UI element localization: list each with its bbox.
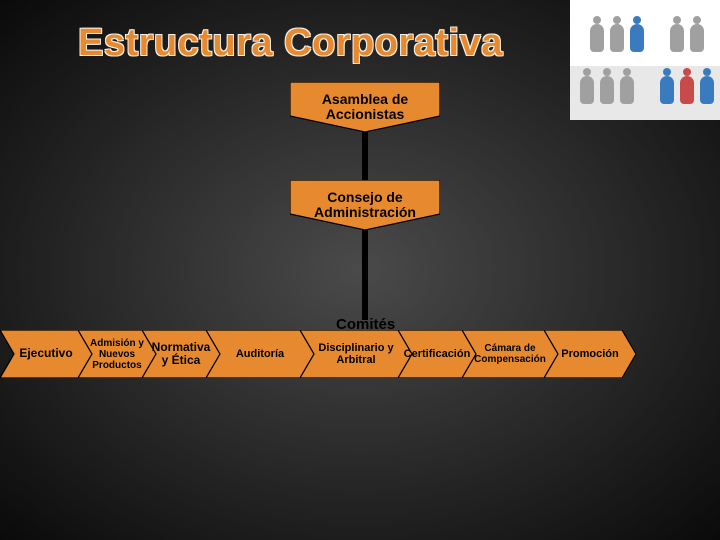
person-icon [660,76,674,104]
person-icon [700,76,714,104]
page-title: Estructura Corporativa [78,22,503,65]
committee-label: Admisión yNuevosProductos [86,338,148,371]
person-icon [620,76,634,104]
committees-strip: Ejecutivo Admisión yNuevosProductosNormat… [0,330,636,378]
committee-label: Normativay Ética [148,341,215,367]
person-icon [590,24,604,52]
slide: Estructura Corporativa Asamblea deAccion… [0,0,720,540]
committee-label: Disciplinario yArbitral [314,342,397,366]
connector [362,132,368,180]
org-node-label: Consejo deAdministración [310,188,420,223]
committees-header: Comités [336,316,395,333]
committee-label: Cámara deCompensación [470,343,550,365]
connector [362,230,368,320]
person-icon [690,24,704,52]
person-icon [670,24,684,52]
committee-promocion: Promoción [544,330,636,378]
committee-label: Ejecutivo [15,347,76,360]
committee-label: Auditoría [232,348,288,360]
person-icon [680,76,694,104]
person-icon [580,76,594,104]
person-icon [610,24,624,52]
committee-auditoria: Auditoría [206,330,314,378]
corner-illustration [570,0,720,120]
committee-label: Promoción [557,348,622,360]
org-node-label: Asamblea deAccionistas [318,90,412,125]
committee-disciplinario: Disciplinario yArbitral [300,330,412,378]
committee-label: Certificación [400,348,475,360]
org-node-consejo: Consejo deAdministración [290,180,440,230]
person-icon [600,76,614,104]
person-icon [630,24,644,52]
org-node-asamblea: Asamblea deAccionistas [290,82,440,132]
